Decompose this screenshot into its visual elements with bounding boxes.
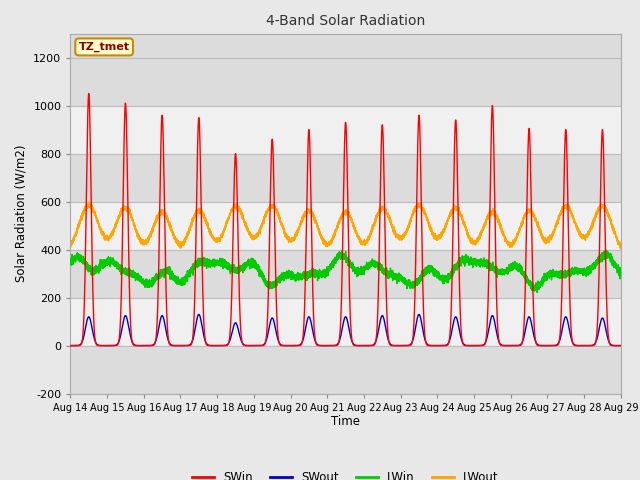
Bar (70, 154, 621, 202)
Text: TZ_tmet: TZ_tmet (79, 42, 130, 52)
Bar (70, 106, 621, 154)
Bar (70, 298, 621, 346)
Bar (70, 250, 621, 298)
Bar (70, 58, 621, 106)
Y-axis label: Solar Radiation (W/m2): Solar Radiation (W/m2) (15, 145, 28, 282)
X-axis label: Time: Time (331, 415, 360, 429)
Title: 4-Band Solar Radiation: 4-Band Solar Radiation (266, 14, 425, 28)
Bar (70, 346, 621, 394)
Legend: SWin, SWout, LWin, LWout: SWin, SWout, LWin, LWout (188, 466, 504, 480)
Bar (70, 202, 621, 250)
